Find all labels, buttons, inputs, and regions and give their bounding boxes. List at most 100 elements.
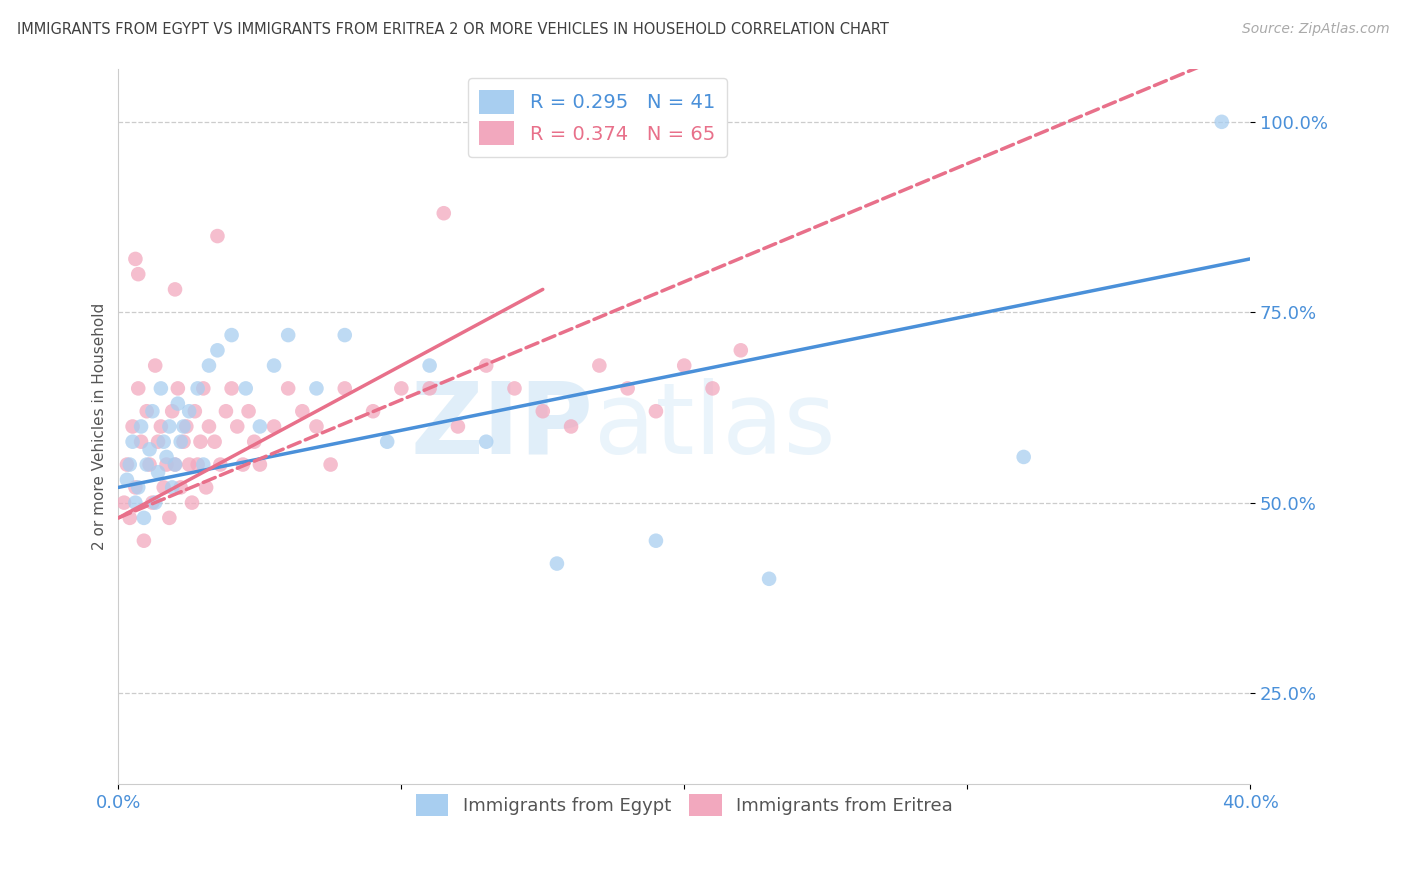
Point [138,458,160,472]
Point [152,480,174,494]
Point [112,495,135,509]
Point [319,458,342,472]
Point [588,359,610,373]
Point [187,381,209,395]
Point [375,434,398,449]
Point [121,419,143,434]
Point [166,381,188,395]
Point [193,458,215,472]
Point [141,404,163,418]
Point [235,381,257,395]
Point [333,328,356,343]
Point [190,434,212,449]
Point [198,419,221,434]
Text: ZIP: ZIP [411,378,593,475]
Point [531,404,554,418]
Point [179,458,201,472]
Point [616,381,638,395]
Point [163,458,186,472]
Point [673,359,696,373]
Point [129,419,152,434]
Point [124,252,146,266]
Point [560,419,582,434]
Point [163,282,186,296]
Point [170,480,193,494]
Point [129,434,152,449]
Point [209,458,232,472]
Point [243,434,266,449]
Point [305,381,328,395]
Point [121,434,143,449]
Point [1012,450,1035,464]
Point [143,359,166,373]
Point [179,404,201,418]
Point [155,458,177,472]
Point [173,434,195,449]
Point [146,434,169,449]
Point [277,328,299,343]
Point [173,419,195,434]
Point [475,434,498,449]
Point [118,458,141,472]
Point [187,458,209,472]
Point [157,511,180,525]
Point [207,343,229,358]
Point [135,404,157,418]
Point [475,359,498,373]
Point [195,480,218,494]
Point [118,511,141,525]
Point [226,419,249,434]
Point [152,434,174,449]
Point [124,495,146,509]
Point [132,533,155,548]
Point [157,419,180,434]
Point [263,359,285,373]
Point [166,396,188,410]
Point [730,343,752,358]
Point [146,465,169,479]
Point [115,458,138,472]
Point [143,495,166,509]
Point [127,267,149,281]
Point [419,359,441,373]
Point [758,572,780,586]
Point [215,404,238,418]
Point [238,404,260,418]
Point [361,404,384,418]
Point [702,381,724,395]
Point [181,495,204,509]
Y-axis label: 2 or more Vehicles in Household: 2 or more Vehicles in Household [93,303,107,550]
Text: Source: ZipAtlas.com: Source: ZipAtlas.com [1241,22,1389,37]
Point [503,381,526,395]
Point [645,533,668,548]
Point [221,328,243,343]
Point [176,419,198,434]
Point [155,450,177,464]
Point [193,381,215,395]
Point [291,404,314,418]
Text: IMMIGRANTS FROM EGYPT VS IMMIGRANTS FROM ERITREA 2 OR MORE VEHICLES IN HOUSEHOLD: IMMIGRANTS FROM EGYPT VS IMMIGRANTS FROM… [17,22,889,37]
Point [160,480,183,494]
Text: atlas: atlas [593,378,835,475]
Point [141,495,163,509]
Point [389,381,412,395]
Point [163,458,186,472]
Point [184,404,207,418]
Point [115,473,138,487]
Point [277,381,299,395]
Point [170,434,193,449]
Point [305,419,328,434]
Point [263,419,285,434]
Point [149,381,172,395]
Point [160,404,183,418]
Point [221,381,243,395]
Point [232,458,254,472]
Point [149,419,172,434]
Point [204,434,226,449]
Point [135,458,157,472]
Point [333,381,356,395]
Point [645,404,668,418]
Point [546,557,568,571]
Point [138,442,160,457]
Point [249,419,271,434]
